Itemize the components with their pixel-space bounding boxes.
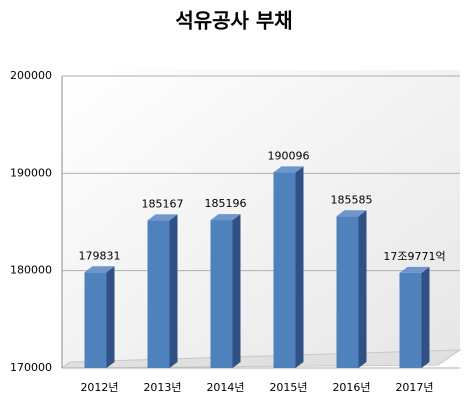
bar-side (169, 214, 178, 368)
value-label: 185167 (142, 197, 184, 210)
bar-top (210, 214, 241, 221)
x-tick-label: 2014년 (206, 381, 244, 394)
bar-side (106, 266, 115, 368)
value-label: 179831 (79, 249, 121, 262)
y-tick-label: 170000 (10, 361, 52, 374)
bar-top (336, 210, 367, 217)
value-label: 190096 (268, 149, 310, 162)
bar-side (358, 210, 367, 368)
bar (84, 272, 107, 368)
value-label: 185196 (205, 197, 247, 210)
y-tick-label: 200000 (10, 69, 52, 82)
bar (210, 220, 233, 368)
bar-top (399, 266, 430, 273)
bar-side (421, 266, 430, 368)
x-tick-label: 2015년 (269, 381, 307, 394)
y-tick-label: 180000 (10, 264, 52, 277)
x-tick-label: 2016년 (332, 381, 370, 394)
bar (399, 272, 422, 368)
chart-title: 석유공사 부채 (175, 9, 292, 33)
bar-top (84, 266, 115, 273)
x-tick-label: 2017년 (395, 381, 433, 394)
x-tick-label: 2012년 (80, 381, 118, 394)
bar-top (147, 214, 178, 221)
value-label: 185585 (331, 193, 373, 206)
bar-side (295, 166, 304, 368)
bar (336, 216, 359, 368)
bar-top (273, 166, 304, 173)
y-tick-label: 190000 (10, 166, 52, 179)
x-tick-label: 2013년 (143, 381, 181, 394)
bar (147, 220, 170, 368)
value-label: 17조9771억 (383, 250, 445, 263)
bar-side (232, 214, 241, 368)
bar (273, 172, 296, 368)
